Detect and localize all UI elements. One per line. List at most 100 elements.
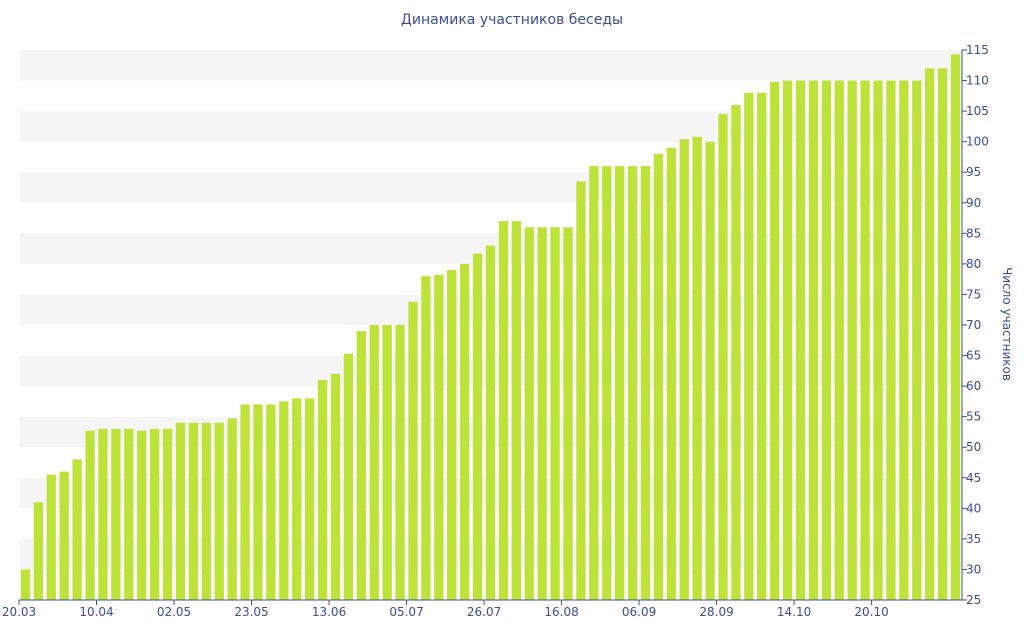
bar — [485, 245, 496, 601]
bar — [434, 274, 444, 600]
bar — [950, 54, 961, 601]
bar — [834, 80, 844, 601]
bar — [860, 80, 870, 601]
bar — [46, 474, 56, 600]
y-tick-label: 100 — [966, 135, 989, 149]
y-tick-label: 105 — [966, 104, 989, 118]
bar — [447, 270, 457, 600]
y-tick-label: 115 — [966, 43, 989, 57]
bar — [137, 430, 147, 600]
bar — [511, 221, 521, 600]
bar — [227, 418, 237, 600]
bar — [240, 404, 250, 600]
bar — [356, 331, 366, 600]
bar — [266, 404, 276, 600]
bar — [718, 114, 728, 601]
bars — [20, 54, 961, 601]
bar — [666, 147, 676, 600]
x-tick-label: 14.10 — [777, 605, 811, 619]
bar — [382, 325, 392, 600]
bar — [292, 398, 302, 600]
bar — [72, 459, 82, 600]
y-tick-label: 25 — [966, 593, 981, 607]
bar — [692, 136, 702, 600]
bar — [369, 325, 379, 600]
y-tick-label: 30 — [966, 562, 981, 576]
bar — [770, 81, 780, 601]
y-tick-label: 95 — [966, 165, 981, 179]
bar — [149, 428, 160, 600]
bar — [498, 221, 509, 600]
grid-band — [19, 172, 962, 203]
bar — [279, 401, 289, 600]
y-tick-label: 75 — [966, 287, 981, 301]
bar — [627, 166, 638, 600]
x-tick-label: 23.05 — [234, 605, 268, 619]
y-tick-label: 85 — [966, 226, 981, 240]
y-tick-label: 55 — [966, 410, 981, 424]
x-tick-label: 06.09 — [622, 605, 656, 619]
x-tick-label: 13.06 — [312, 605, 346, 619]
bar — [640, 166, 651, 600]
bar — [550, 227, 560, 600]
bar — [925, 68, 935, 601]
bar — [602, 166, 612, 600]
x-tick-label: 26.07 — [467, 605, 501, 619]
x-tick-label: 16.08 — [544, 605, 578, 619]
y-tick-label: 80 — [966, 257, 981, 271]
bar — [795, 80, 806, 601]
grid-band — [19, 50, 962, 81]
bar — [524, 227, 534, 600]
bar — [782, 80, 793, 601]
bar — [653, 153, 664, 600]
bar — [537, 227, 547, 600]
bar — [33, 502, 44, 600]
bar — [705, 141, 715, 600]
x-tick-label: 02.05 — [157, 605, 191, 619]
bar — [59, 471, 69, 600]
bar — [330, 373, 341, 600]
bar — [576, 181, 586, 600]
y-tick-label: 110 — [966, 74, 989, 88]
x-tick-label: 20.10 — [854, 605, 888, 619]
chart-title: Динамика участников беседы — [400, 12, 624, 28]
bar — [124, 428, 134, 600]
bar — [305, 398, 315, 600]
bar — [847, 80, 857, 601]
x-tick-label: 10.04 — [79, 605, 113, 619]
bar — [886, 80, 896, 601]
bar — [563, 227, 573, 600]
bar — [98, 428, 108, 600]
bar — [343, 353, 354, 600]
grid-band — [19, 111, 962, 142]
bar — [214, 422, 224, 600]
y-tick-label: 35 — [966, 532, 981, 546]
bar — [899, 80, 909, 601]
bar — [175, 422, 186, 600]
bar — [679, 139, 689, 600]
x-tick-label: 20.03 — [2, 605, 36, 619]
bar — [808, 80, 819, 601]
x-tick-label: 28.09 — [699, 605, 733, 619]
y-tick-label: 45 — [966, 471, 981, 485]
y-tick-label: 60 — [966, 379, 981, 393]
y-tick-label: 90 — [966, 196, 981, 210]
y-tick-label: 65 — [966, 349, 981, 363]
bar — [253, 404, 263, 600]
y-tick-label: 40 — [966, 501, 981, 515]
bar — [472, 253, 483, 600]
bar — [615, 166, 625, 600]
bar — [111, 428, 121, 600]
bar — [421, 276, 431, 600]
bar — [85, 430, 95, 600]
bar — [873, 80, 883, 601]
y-tick-label: 70 — [966, 318, 981, 332]
y-axis-ticks: 25 30 35 40 45 50 55 60 65 70 75 80 85 90 95 100 105 110 1… — [962, 43, 989, 607]
bar — [744, 92, 754, 601]
bar — [20, 569, 31, 600]
x-axis-ticks: 20.03 10.04 02.05 23.05 13.06 05.07 26.07 16.08… — [2, 600, 889, 619]
bar — [317, 380, 328, 600]
bar — [201, 422, 211, 600]
bar — [395, 325, 405, 600]
